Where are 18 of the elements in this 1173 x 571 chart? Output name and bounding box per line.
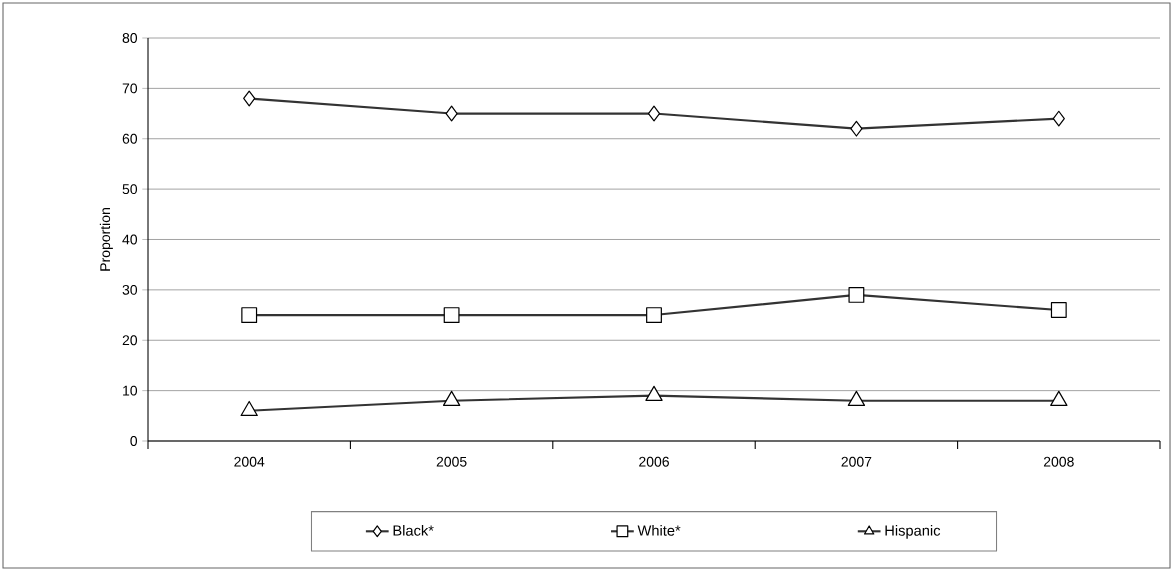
- legend-label: White*: [637, 524, 681, 536]
- y-axis-title: Proportion: [99, 208, 113, 271]
- y-tick-label: 50: [122, 184, 138, 195]
- x-tick-label: 2004: [234, 456, 265, 467]
- x-tick-label: 2006: [639, 456, 669, 467]
- x-tick-label: 2008: [1043, 456, 1074, 467]
- y-tick-label: 20: [122, 335, 138, 346]
- x-tick-label: 2007: [841, 456, 872, 467]
- legend-label: Black*: [393, 524, 434, 536]
- y-tick-label: 80: [122, 33, 138, 43]
- y-tick-label: 70: [122, 83, 138, 94]
- legend-label: Hispanic: [885, 524, 941, 539]
- y-tick-label: 0: [130, 436, 138, 446]
- y-tick-label: 60: [122, 133, 138, 144]
- y-tick-label: 40: [122, 234, 138, 245]
- y-tick-label: 30: [122, 284, 138, 295]
- x-tick-label: 2005: [436, 456, 467, 467]
- y-tick-label: 10: [123, 385, 138, 396]
